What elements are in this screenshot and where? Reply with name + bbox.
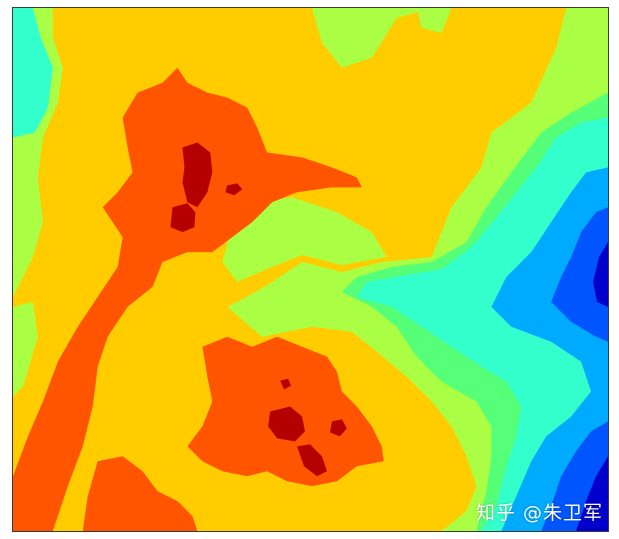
contour-region-level-6-patch-b [416, 8, 452, 33]
contour-region-level-4-topleft [13, 8, 53, 138]
contour-region-level-6-patch-a [13, 301, 38, 397]
contour-peak-7 [280, 378, 292, 390]
contour-peak-5 [329, 419, 347, 437]
contour-peak-1 [182, 142, 213, 208]
watermark: 知乎 @朱卫军 [475, 502, 603, 524]
contour-region-level-8-sw [82, 456, 198, 531]
contour-peak-3 [225, 183, 243, 196]
contour-region-level-2-east [551, 207, 608, 342]
contour-region-level-6-patch-c [222, 197, 387, 282]
contour-plot [12, 7, 609, 532]
contour-peak-6 [297, 444, 327, 477]
contour-region-level-4-east [356, 117, 608, 531]
contour-peak-4 [268, 406, 306, 442]
contour-region-level-1-se [576, 456, 608, 531]
contour-region-level-8-north [13, 67, 362, 531]
contour-region-level-1-east [593, 242, 608, 307]
contour-svg [13, 8, 608, 531]
contour-peak-2 [170, 203, 196, 233]
